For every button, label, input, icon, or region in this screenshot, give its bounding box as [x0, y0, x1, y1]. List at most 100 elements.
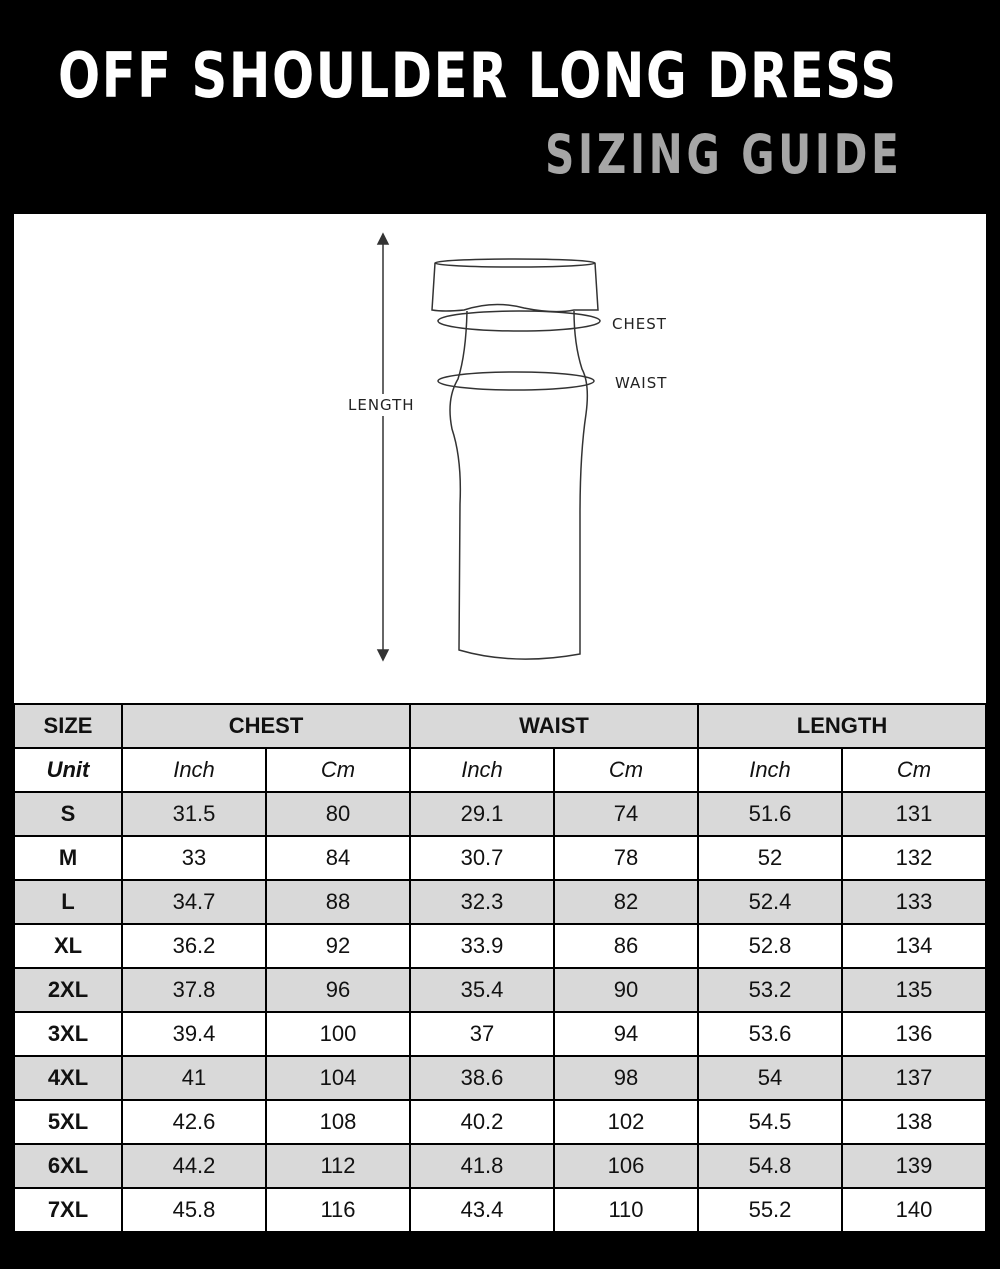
table-row: S 31.5 80 29.1 74 51.6 131: [13, 791, 987, 837]
unit-cell: Inch: [121, 747, 267, 793]
dress-illustration: [376, 232, 601, 662]
value-cell: 131: [841, 791, 987, 837]
size-cell: M: [13, 835, 123, 881]
arrow-down-icon: [376, 649, 390, 662]
table-row: 6XL 44.2 112 41.8 106 54.8 139: [13, 1143, 987, 1189]
value-cell: 78: [553, 835, 699, 881]
value-cell: 106: [553, 1143, 699, 1189]
value-cell: 35.4: [409, 967, 555, 1013]
value-cell: 135: [841, 967, 987, 1013]
value-cell: 40.2: [409, 1099, 555, 1145]
value-cell: 33.9: [409, 923, 555, 969]
value-cell: 43.4: [409, 1187, 555, 1233]
value-cell: 98: [553, 1055, 699, 1101]
header-size: SIZE: [13, 703, 123, 749]
table-row: M 33 84 30.7 78 52 132: [13, 835, 987, 881]
value-cell: 108: [265, 1099, 411, 1145]
value-cell: 52.4: [697, 879, 843, 925]
arrow-up-icon: [376, 232, 390, 245]
unit-cell: Cm: [841, 747, 987, 793]
value-cell: 39.4: [121, 1011, 267, 1057]
value-cell: 32.3: [409, 879, 555, 925]
table-row: XL 36.2 92 33.9 86 52.8 134: [13, 923, 987, 969]
value-cell: 82: [553, 879, 699, 925]
value-cell: 41.8: [409, 1143, 555, 1189]
value-cell: 80: [265, 791, 411, 837]
value-cell: 90: [553, 967, 699, 1013]
value-cell: 30.7: [409, 835, 555, 881]
value-cell: 102: [553, 1099, 699, 1145]
value-cell: 51.6: [697, 791, 843, 837]
value-cell: 33: [121, 835, 267, 881]
unit-label: Unit: [13, 747, 123, 793]
value-cell: 112: [265, 1143, 411, 1189]
value-cell: 138: [841, 1099, 987, 1145]
value-cell: 94: [553, 1011, 699, 1057]
size-cell: S: [13, 791, 123, 837]
table-row: 7XL 45.8 116 43.4 110 55.2 140: [13, 1187, 987, 1233]
value-cell: 92: [265, 923, 411, 969]
waist-label: WAIST: [615, 374, 668, 392]
value-cell: 31.5: [121, 791, 267, 837]
value-cell: 86: [553, 923, 699, 969]
size-cell: 6XL: [13, 1143, 123, 1189]
value-cell: 88: [265, 879, 411, 925]
value-cell: 41: [121, 1055, 267, 1101]
size-cell: L: [13, 879, 123, 925]
unit-cell: Inch: [409, 747, 555, 793]
table-row: 4XL 41 104 38.6 98 54 137: [13, 1055, 987, 1101]
unit-cell: Cm: [265, 747, 411, 793]
value-cell: 100: [265, 1011, 411, 1057]
page-subtitle: SIZING GUIDE: [545, 123, 903, 186]
size-cell: 7XL: [13, 1187, 123, 1233]
size-cell: 5XL: [13, 1099, 123, 1145]
value-cell: 52.8: [697, 923, 843, 969]
value-cell: 116: [265, 1187, 411, 1233]
value-cell: 55.2: [697, 1187, 843, 1233]
table-row: 5XL 42.6 108 40.2 102 54.5 138: [13, 1099, 987, 1145]
size-table: SIZE CHEST WAIST LENGTH Unit Inch Cm Inc…: [13, 703, 987, 1233]
table-row: 3XL 39.4 100 37 94 53.6 136: [13, 1011, 987, 1057]
page-title: OFF SHOULDER LONG DRESS: [58, 39, 898, 112]
table-row: 2XL 37.8 96 35.4 90 53.2 135: [13, 967, 987, 1013]
table-row: L 34.7 88 32.3 82 52.4 133: [13, 879, 987, 925]
dress-diagram-panel: LENGTH CHEST WAIST: [14, 214, 986, 704]
size-cell: 4XL: [13, 1055, 123, 1101]
unit-cell: Inch: [697, 747, 843, 793]
chest-label: CHEST: [612, 315, 667, 333]
value-cell: 53.6: [697, 1011, 843, 1057]
value-cell: 53.2: [697, 967, 843, 1013]
header-chest: CHEST: [121, 703, 411, 749]
value-cell: 36.2: [121, 923, 267, 969]
value-cell: 54.5: [697, 1099, 843, 1145]
value-cell: 52: [697, 835, 843, 881]
size-cell: 2XL: [13, 967, 123, 1013]
value-cell: 132: [841, 835, 987, 881]
value-cell: 42.6: [121, 1099, 267, 1145]
value-cell: 133: [841, 879, 987, 925]
value-cell: 74: [553, 791, 699, 837]
value-cell: 29.1: [409, 791, 555, 837]
value-cell: 54.8: [697, 1143, 843, 1189]
value-cell: 140: [841, 1187, 987, 1233]
header-length: LENGTH: [697, 703, 987, 749]
value-cell: 34.7: [121, 879, 267, 925]
value-cell: 38.6: [409, 1055, 555, 1101]
value-cell: 96: [265, 967, 411, 1013]
size-cell: XL: [13, 923, 123, 969]
value-cell: 45.8: [121, 1187, 267, 1233]
value-cell: 110: [553, 1187, 699, 1233]
value-cell: 44.2: [121, 1143, 267, 1189]
value-cell: 84: [265, 835, 411, 881]
value-cell: 37: [409, 1011, 555, 1057]
value-cell: 37.8: [121, 967, 267, 1013]
value-cell: 104: [265, 1055, 411, 1101]
value-cell: 134: [841, 923, 987, 969]
header-waist: WAIST: [409, 703, 699, 749]
value-cell: 137: [841, 1055, 987, 1101]
value-cell: 139: [841, 1143, 987, 1189]
value-cell: 136: [841, 1011, 987, 1057]
size-cell: 3XL: [13, 1011, 123, 1057]
table-unit-row: Unit Inch Cm Inch Cm Inch Cm: [13, 747, 987, 793]
value-cell: 54: [697, 1055, 843, 1101]
